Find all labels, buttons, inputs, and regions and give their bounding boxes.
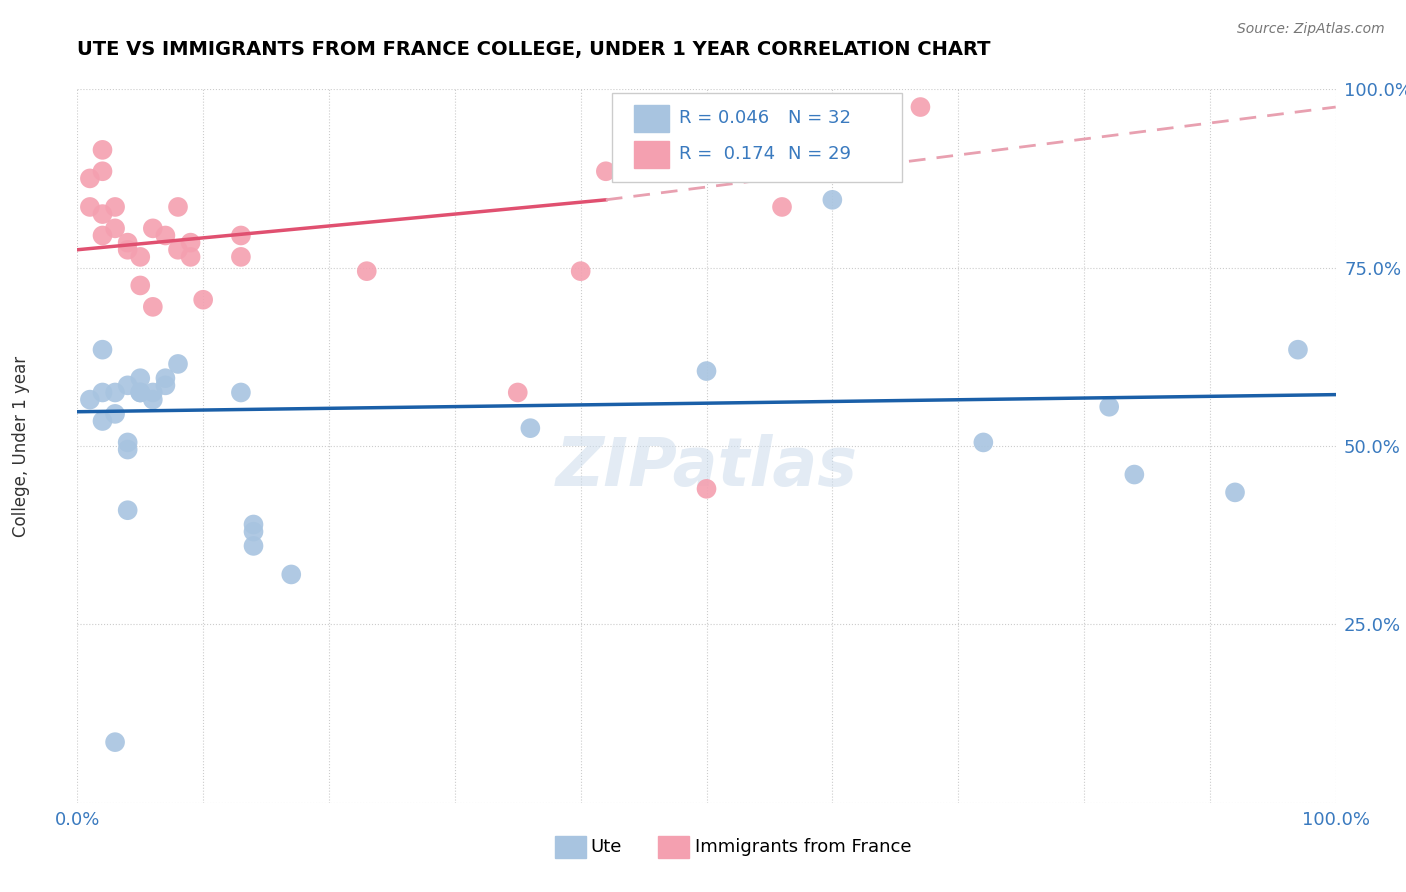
Point <box>242 524 264 539</box>
Point <box>167 200 190 214</box>
Point <box>167 243 190 257</box>
Point <box>229 228 252 243</box>
Point <box>229 250 252 264</box>
Point <box>242 517 264 532</box>
Point <box>79 171 101 186</box>
Point <box>155 378 177 392</box>
Text: Source: ZipAtlas.com: Source: ZipAtlas.com <box>1237 22 1385 37</box>
Point <box>91 228 114 243</box>
Point <box>180 235 202 250</box>
Point <box>280 567 302 582</box>
Point <box>167 357 190 371</box>
Bar <box>634 141 669 168</box>
Text: College, Under 1 year: College, Under 1 year <box>13 355 30 537</box>
Point <box>356 264 378 278</box>
Point <box>519 421 541 435</box>
Point <box>180 250 202 264</box>
Text: N = 29: N = 29 <box>789 145 851 163</box>
Text: UTE VS IMMIGRANTS FROM FRANCE COLLEGE, UNDER 1 YEAR CORRELATION CHART: UTE VS IMMIGRANTS FROM FRANCE COLLEGE, U… <box>77 40 991 59</box>
Text: R = 0.046: R = 0.046 <box>679 110 769 128</box>
Point <box>117 503 139 517</box>
Point <box>1098 400 1121 414</box>
Point <box>595 164 617 178</box>
Point <box>242 539 264 553</box>
Point <box>155 228 177 243</box>
Point <box>569 264 592 278</box>
Point <box>129 250 152 264</box>
Point <box>506 385 529 400</box>
Point <box>91 207 114 221</box>
Point <box>129 385 152 400</box>
Point <box>79 392 101 407</box>
Point <box>129 385 152 400</box>
Point <box>117 243 139 257</box>
Point <box>142 300 165 314</box>
Point <box>1123 467 1146 482</box>
Point <box>117 442 139 457</box>
Point <box>91 414 114 428</box>
Text: N = 32: N = 32 <box>789 110 851 128</box>
Point <box>770 200 793 214</box>
Point <box>142 385 165 400</box>
Point <box>104 221 127 235</box>
Point <box>117 435 139 450</box>
Point <box>129 278 152 293</box>
Point <box>142 392 165 407</box>
Point <box>91 385 114 400</box>
Point <box>696 364 718 378</box>
Point <box>142 221 165 235</box>
Point <box>117 235 139 250</box>
Point <box>1223 485 1246 500</box>
Point <box>91 343 114 357</box>
Point <box>79 200 101 214</box>
Point <box>155 371 177 385</box>
Bar <box>634 105 669 132</box>
Point <box>91 143 114 157</box>
Text: R =  0.174: R = 0.174 <box>679 145 775 163</box>
Point <box>1286 343 1309 357</box>
Point <box>104 735 127 749</box>
Point <box>696 482 718 496</box>
Point <box>117 378 139 392</box>
Point <box>129 371 152 385</box>
Point <box>104 200 127 214</box>
Text: Immigrants from France: Immigrants from France <box>695 838 911 856</box>
Point <box>191 293 215 307</box>
Point <box>91 164 114 178</box>
Point <box>104 385 127 400</box>
FancyBboxPatch shape <box>612 93 901 182</box>
Point <box>972 435 994 450</box>
Point <box>104 407 127 421</box>
Text: ZIPatlas: ZIPatlas <box>555 434 858 500</box>
Point <box>821 193 844 207</box>
Point <box>910 100 932 114</box>
Text: Ute: Ute <box>591 838 621 856</box>
Point <box>229 385 252 400</box>
